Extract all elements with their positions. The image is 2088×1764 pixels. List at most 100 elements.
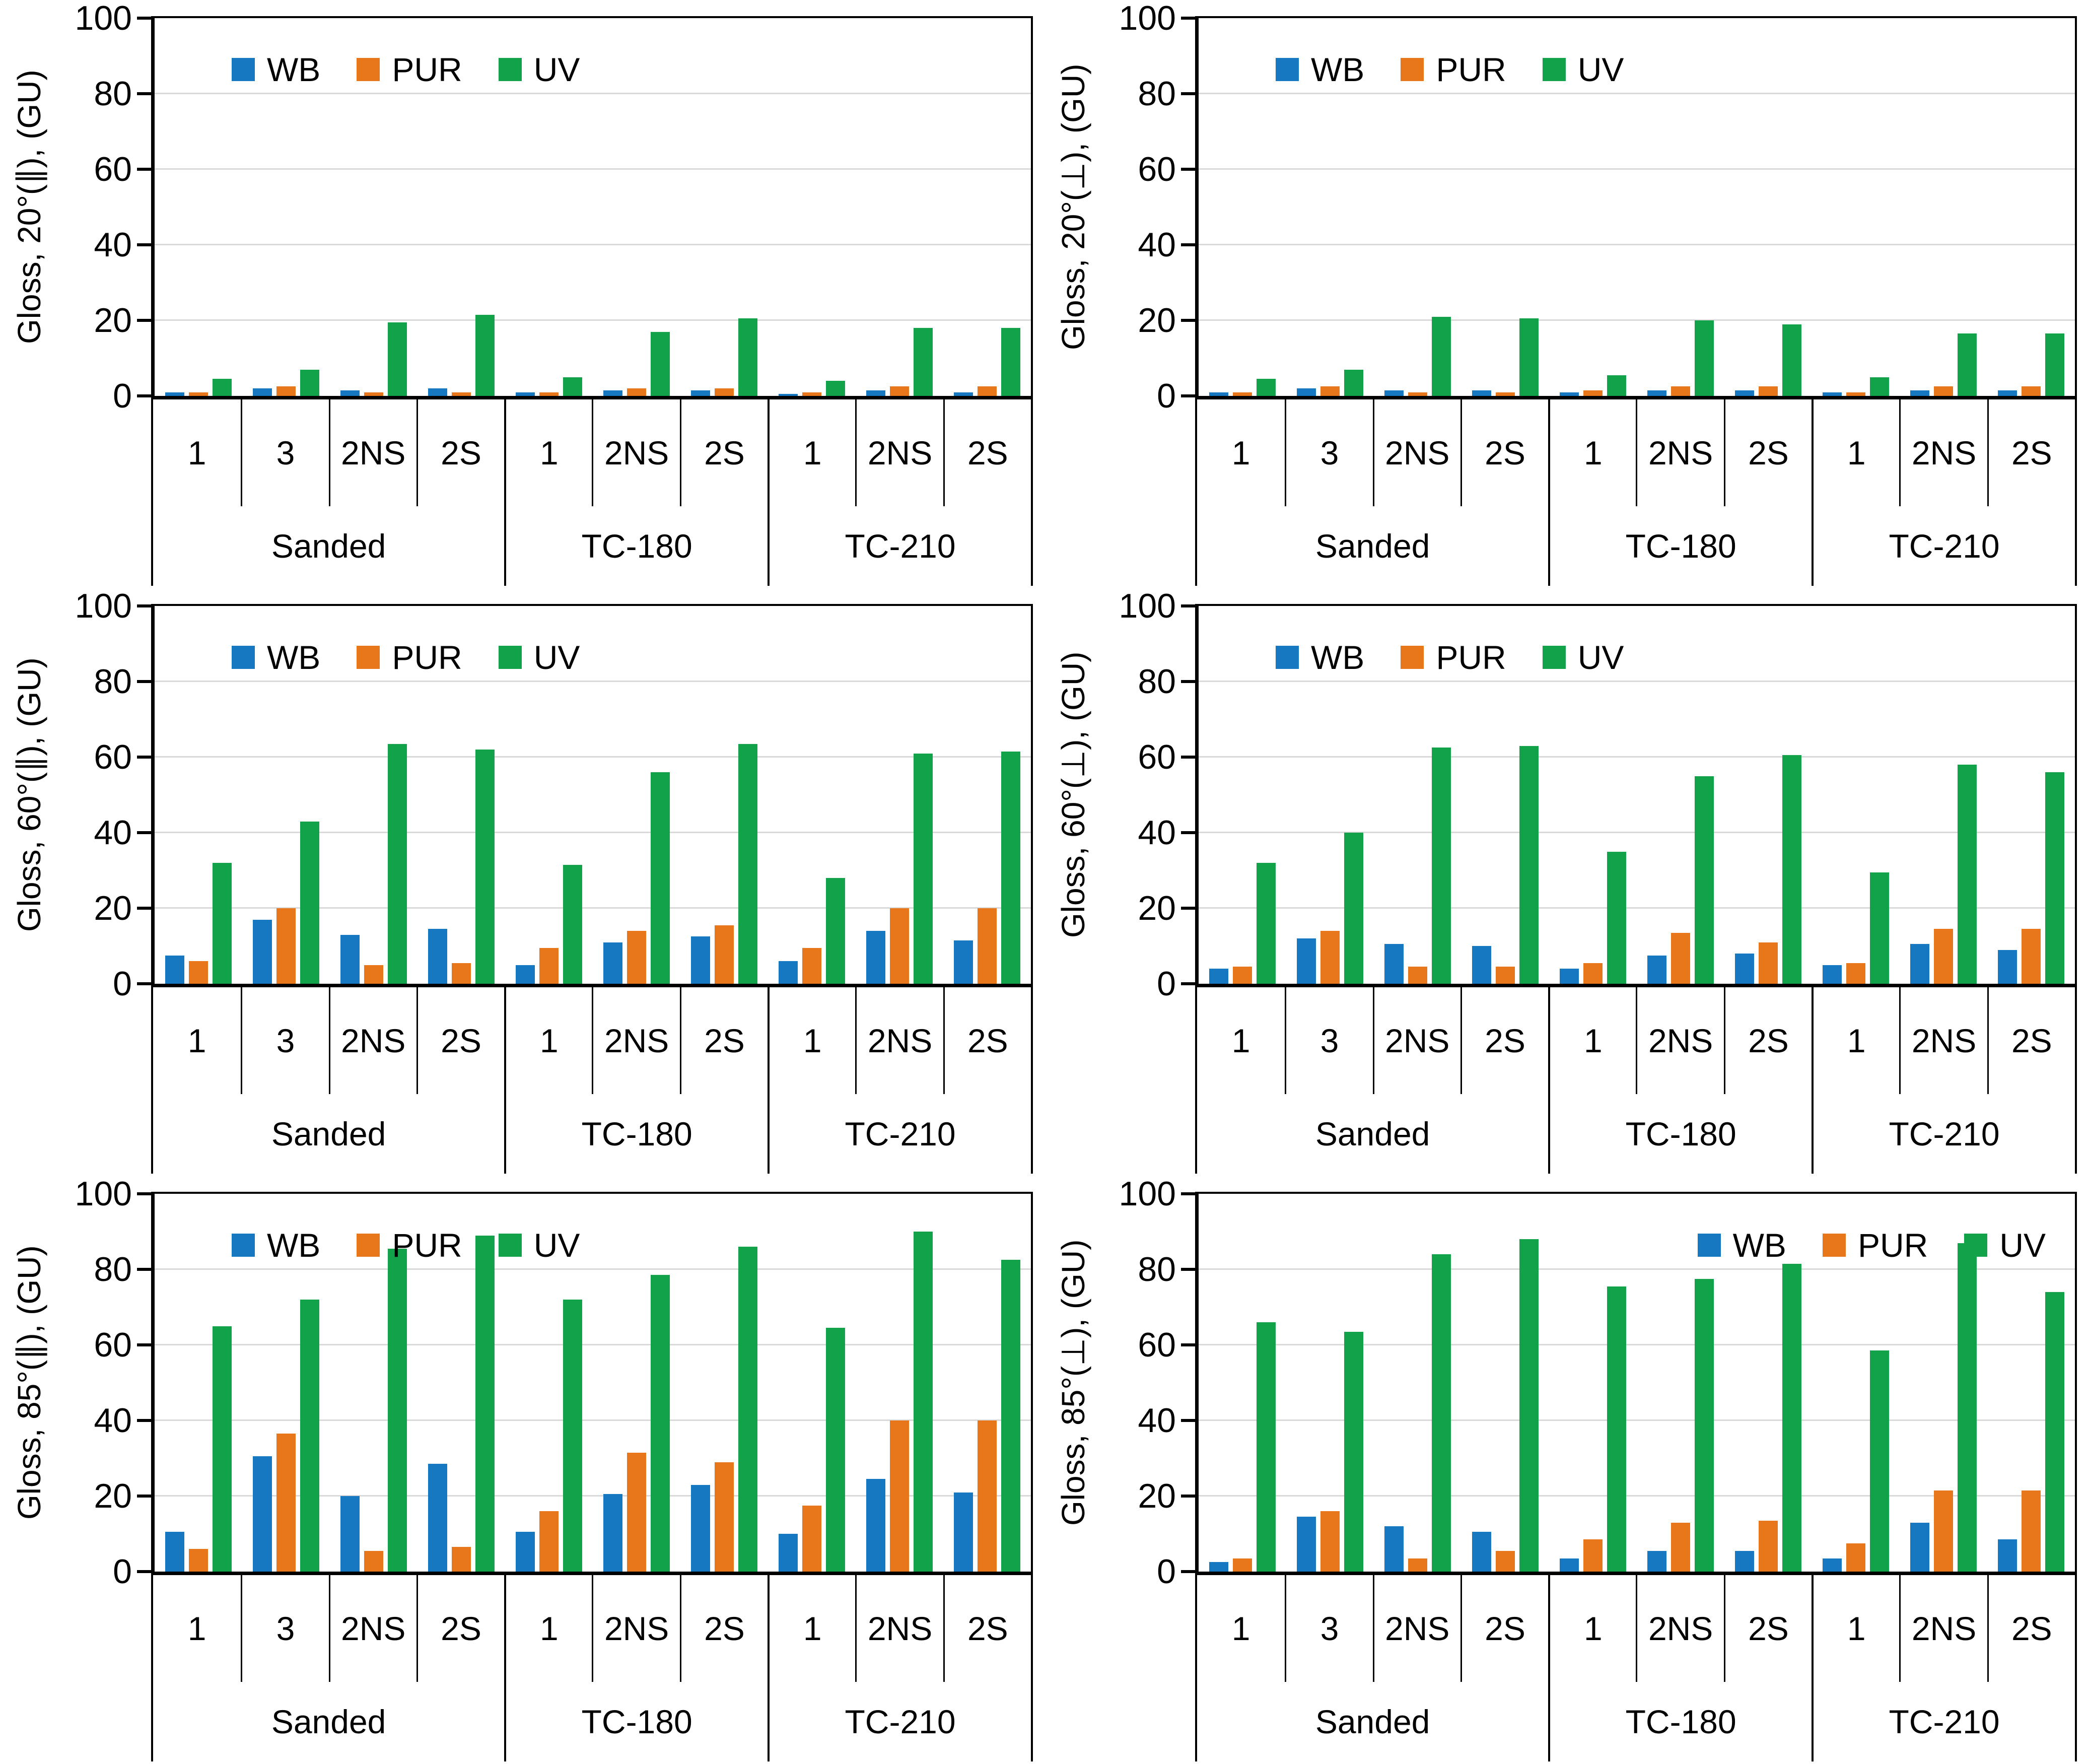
y-tick-label: 20 bbox=[1138, 301, 1176, 340]
group-axis-row: Sanded TC-180 TC-210 bbox=[1195, 506, 2077, 586]
bar-pur bbox=[1934, 1490, 1953, 1572]
bar-uv bbox=[914, 1232, 933, 1572]
bar-group bbox=[1987, 606, 2075, 984]
y-tick-label: 100 bbox=[1119, 0, 1176, 37]
category-axis-row: 1 3 2NS 2S 1 2NS 2S 1 2NS 2S bbox=[1195, 987, 2077, 1094]
bar-pur bbox=[539, 392, 559, 396]
category-label: 2S bbox=[1460, 399, 1548, 506]
bar-uv bbox=[1432, 1254, 1451, 1572]
bar-pur bbox=[627, 931, 646, 984]
category-label: 2S bbox=[1987, 987, 2075, 1094]
bar-group bbox=[1812, 1194, 1900, 1572]
bar-pur bbox=[1846, 963, 1865, 984]
category-axis-row: 1 3 2NS 2S 1 2NS 2S 1 2NS 2S bbox=[151, 987, 1033, 1094]
legend-swatch-uv bbox=[1964, 1234, 1988, 1257]
bar-group bbox=[505, 606, 593, 984]
bars-area bbox=[1199, 606, 2075, 984]
bar-wb bbox=[866, 1479, 885, 1572]
bar-wb bbox=[1647, 390, 1666, 396]
legend-label: UV bbox=[1577, 639, 1624, 676]
category-axis-row: 1 3 2NS 2S 1 2NS 2S 1 2NS 2S bbox=[151, 399, 1033, 506]
y-tick-label: 20 bbox=[94, 889, 132, 927]
y-tick-mark bbox=[1181, 319, 1195, 322]
bar-wb bbox=[1735, 1550, 1754, 1572]
legend: WB PUR UV bbox=[1276, 638, 1624, 676]
bar-pur bbox=[802, 947, 821, 984]
y-axis-label: Gloss, 20°(∥), (GU) bbox=[11, 70, 47, 345]
bar-pur bbox=[2022, 929, 2041, 984]
category-label: 2S bbox=[416, 1575, 504, 1682]
category-label: 2S bbox=[943, 1575, 1031, 1682]
bar-uv bbox=[1607, 375, 1626, 396]
bar-pur bbox=[364, 1550, 383, 1572]
legend: WB PUR UV bbox=[232, 50, 580, 89]
y-axis-label: Gloss, 85°(∥), (GU) bbox=[11, 1245, 47, 1520]
category-label: 2NS bbox=[592, 987, 679, 1094]
bar-pur bbox=[802, 392, 821, 396]
y-tick-label: 0 bbox=[113, 377, 132, 415]
category-label: 3 bbox=[241, 1575, 328, 1682]
y-tick-label: 0 bbox=[1157, 1552, 1176, 1591]
bar-pur bbox=[189, 961, 208, 984]
bar-wb bbox=[1823, 965, 1842, 984]
y-tick-mark bbox=[137, 243, 151, 246]
bar-pur bbox=[890, 1420, 909, 1572]
gridline bbox=[155, 1344, 1031, 1345]
bar-uv bbox=[2045, 333, 2064, 396]
bar-pur bbox=[1320, 1511, 1340, 1572]
bar-group bbox=[1549, 606, 1637, 984]
legend-swatch-uv bbox=[498, 1234, 522, 1257]
bar-pur bbox=[1759, 386, 1778, 396]
gridline bbox=[155, 832, 1031, 833]
bar-uv bbox=[213, 863, 232, 984]
y-tick-label: 0 bbox=[1157, 965, 1176, 1003]
bar-wb bbox=[340, 390, 360, 396]
gridline bbox=[1199, 1419, 2075, 1421]
bar-group bbox=[1637, 1194, 1724, 1572]
bar-group bbox=[768, 1194, 856, 1572]
bar-pur bbox=[276, 386, 296, 396]
bar-group bbox=[856, 18, 943, 396]
y-tick-label: 80 bbox=[1138, 1250, 1176, 1288]
category-label: 1 bbox=[1548, 399, 1636, 506]
legend: WB PUR UV bbox=[1276, 50, 1624, 89]
bar-wb bbox=[691, 936, 710, 984]
bar-wb bbox=[165, 392, 184, 396]
bar-wb bbox=[516, 1532, 535, 1572]
y-tick-label: 60 bbox=[1138, 738, 1176, 776]
y-tick-label: 0 bbox=[1157, 377, 1176, 415]
bar-group bbox=[1461, 606, 1549, 984]
group-axis-row: Sanded TC-180 TC-210 bbox=[151, 1094, 1033, 1174]
gridline bbox=[155, 244, 1031, 245]
bar-uv bbox=[651, 772, 670, 984]
y-tick-label: 100 bbox=[75, 0, 132, 37]
bar-pur bbox=[978, 386, 997, 396]
bar-wb bbox=[428, 929, 447, 984]
y-tick-mark bbox=[1181, 756, 1195, 759]
category-label: 3 bbox=[1285, 1575, 1372, 1682]
group-label: Sanded bbox=[271, 1115, 386, 1152]
bar-group bbox=[1461, 1194, 1549, 1572]
y-tick-mark bbox=[137, 394, 151, 397]
gridline bbox=[1199, 319, 2075, 321]
bar-group bbox=[943, 606, 1031, 984]
group-label: Sanded bbox=[1315, 1703, 1430, 1740]
y-axis-label: Gloss, 20°(⊥), (GU) bbox=[1055, 63, 1091, 351]
bar-uv bbox=[914, 753, 933, 984]
bar-wb bbox=[1910, 1522, 1929, 1572]
category-label: 2NS bbox=[592, 1575, 679, 1682]
group-label: TC-180 bbox=[504, 1682, 768, 1761]
y-tick-mark bbox=[137, 92, 151, 95]
category-label: 1 bbox=[504, 987, 592, 1094]
legend-swatch-pur bbox=[357, 1234, 380, 1257]
bar-wb bbox=[603, 942, 622, 984]
bar-group bbox=[1900, 1194, 1987, 1572]
legend-swatch-uv bbox=[1542, 646, 1566, 669]
group-axis-row: Sanded TC-180 TC-210 bbox=[151, 506, 1033, 586]
bar-uv bbox=[2045, 772, 2064, 984]
group-label: TC-210 bbox=[1812, 1682, 2075, 1761]
legend-label: PUR bbox=[1436, 639, 1506, 676]
legend-entry-wb: WB bbox=[232, 1226, 320, 1264]
y-tick-label: 40 bbox=[1138, 1401, 1176, 1440]
y-tick-mark bbox=[137, 680, 151, 683]
